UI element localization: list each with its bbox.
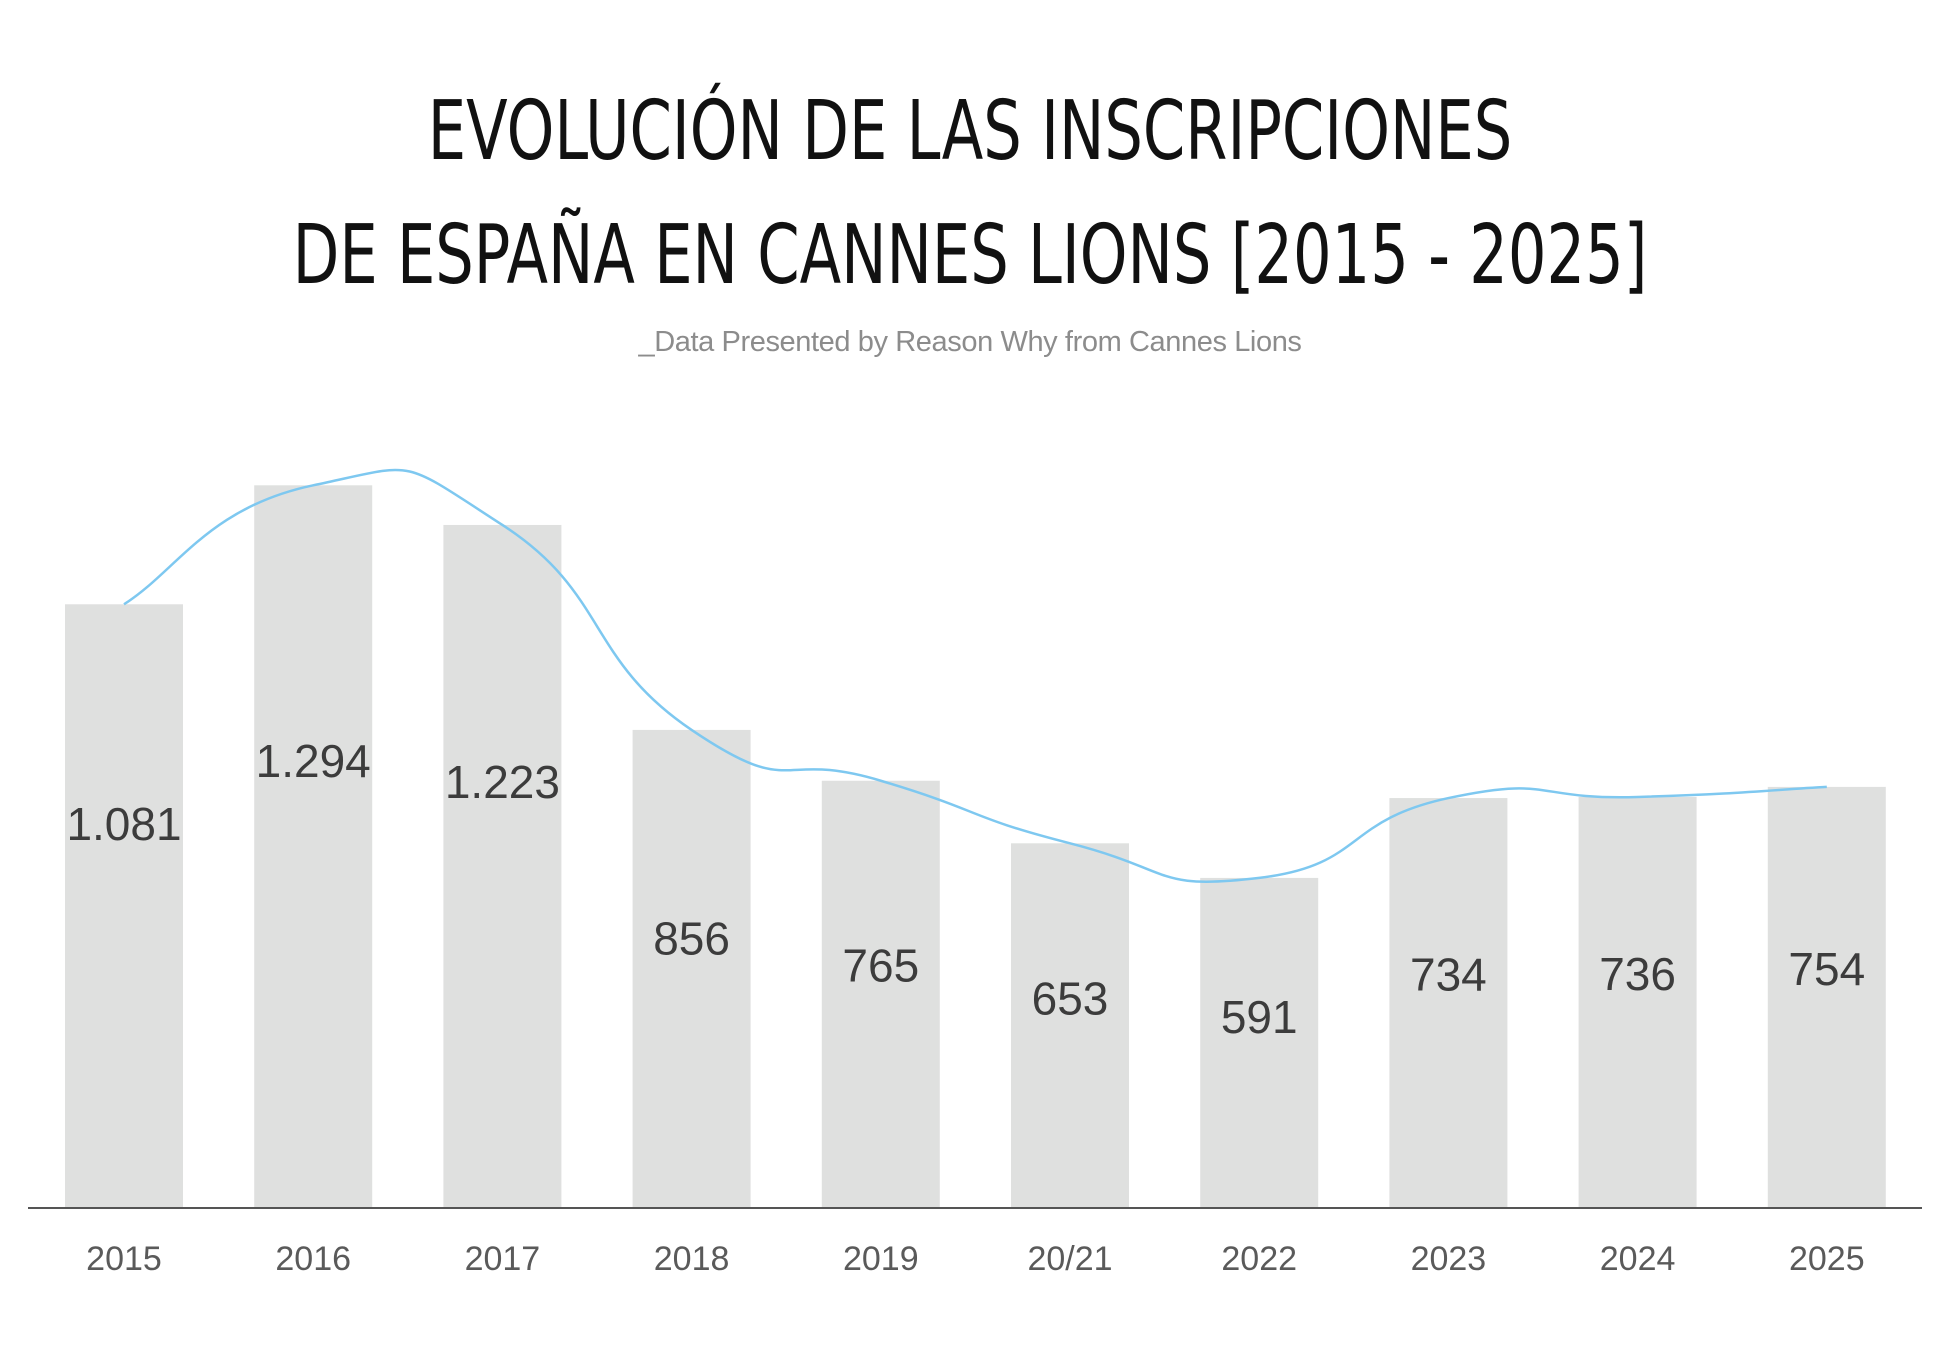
bar-20-21	[1011, 843, 1129, 1208]
x-tick-label: 2018	[654, 1240, 730, 1278]
value-label: 653	[1032, 973, 1109, 1025]
value-label: 856	[653, 913, 730, 965]
trend-line	[123, 468, 1827, 884]
bar-2015	[65, 604, 183, 1208]
value-label: 736	[1599, 948, 1676, 1000]
bar-2022	[1200, 877, 1319, 1208]
value-label: 754	[1788, 943, 1865, 995]
x-tick-label: 2019	[843, 1240, 919, 1278]
value-label: 1.294	[256, 735, 371, 787]
x-tick-label: 2025	[1789, 1240, 1865, 1278]
value-label: 1.223	[445, 756, 560, 808]
x-tick-label: 2017	[465, 1240, 541, 1278]
bar-2023	[1389, 798, 1508, 1208]
chart-title-line-2: DE ESPAÑA EN CANNES LIONS [2015 - 2025]	[292, 208, 1648, 303]
bar-2017	[443, 524, 562, 1208]
value-label: 765	[842, 940, 919, 992]
x-tick-label: 2024	[1600, 1240, 1676, 1278]
chart-title-line-1: EVOLUCIÓN DE LAS INSCRIPCIONES	[427, 84, 1513, 179]
bar-2016	[254, 485, 373, 1208]
chart-subtitle: _Data Presented by Reason Why from Canne…	[638, 326, 1302, 358]
chart-title: EVOLUCIÓN DE LAS INSCRIPCIONES DE ESPAÑA…	[252, 70, 1688, 318]
x-tick-label: 2022	[1221, 1240, 1297, 1278]
x-tick-label: 2016	[275, 1240, 351, 1278]
bar-2018	[632, 729, 751, 1208]
x-tick-label: 20/21	[1027, 1240, 1112, 1278]
x-tick-label: 2023	[1411, 1240, 1487, 1278]
value-label: 591	[1221, 991, 1298, 1043]
value-label: 1.081	[66, 798, 181, 850]
bar-2024	[1578, 796, 1697, 1208]
bar-2019	[821, 780, 940, 1208]
bar-2025	[1767, 786, 1886, 1208]
x-tick-label: 2015	[86, 1240, 162, 1278]
value-label: 734	[1410, 949, 1487, 1001]
